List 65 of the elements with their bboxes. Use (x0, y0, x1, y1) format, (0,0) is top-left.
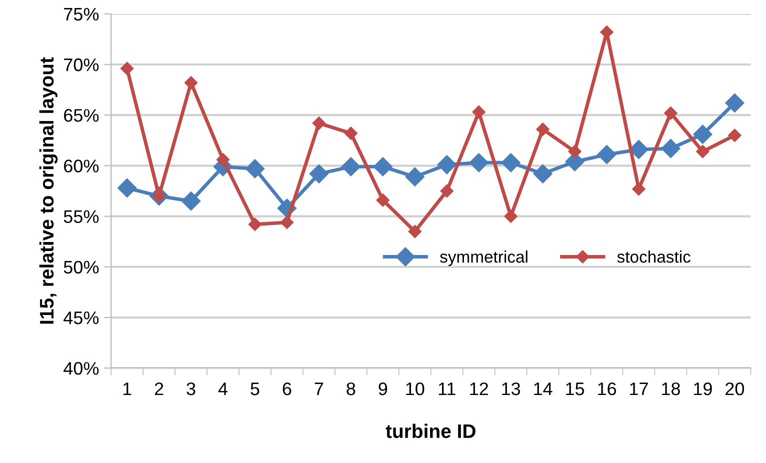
point (632, 182, 646, 196)
point (245, 159, 265, 178)
x-tick-label: 15 (566, 382, 584, 396)
point (661, 138, 680, 158)
x-tick-label: 3 (186, 382, 196, 396)
x-tick-label: 18 (662, 382, 680, 396)
y-tick-label: 70% (64, 58, 99, 72)
x-tick-label: 2 (154, 382, 164, 396)
point (696, 144, 710, 158)
x-tick-label: 16 (598, 382, 616, 396)
x-tick-label: 8 (346, 382, 356, 396)
point (248, 218, 262, 231)
y-tick-label: 55% (64, 210, 99, 224)
x-tick-label: 13 (502, 382, 520, 396)
legend-label: symmetrical (440, 250, 528, 266)
point (504, 210, 518, 223)
point (536, 122, 550, 136)
point (216, 153, 230, 166)
x-tick-label: 5 (250, 382, 260, 396)
x-tick-label: 17 (630, 382, 648, 396)
point (376, 194, 390, 207)
x-tick-label: 9 (378, 382, 388, 396)
point (568, 144, 582, 158)
y-tick-label: 50% (64, 260, 99, 274)
y-tick-label: 40% (64, 362, 99, 375)
point (373, 157, 392, 176)
point (437, 155, 456, 174)
x-tick-label: 6 (282, 382, 292, 396)
point (405, 167, 424, 186)
legend-label: stochastic (617, 250, 690, 263)
point (181, 192, 201, 211)
point (120, 62, 134, 76)
point (472, 105, 486, 119)
point (725, 93, 744, 112)
point (501, 153, 520, 172)
x-tick-label: 10 (406, 382, 424, 396)
x-tick-label: 12 (470, 382, 488, 396)
point (309, 164, 328, 184)
point (728, 128, 742, 142)
point (408, 224, 422, 238)
x-tick-label: 19 (694, 382, 712, 396)
y-tick-label: 75% (64, 8, 99, 21)
y-tick-label: 60% (64, 160, 99, 172)
point (664, 106, 678, 120)
point (344, 126, 358, 140)
point (184, 76, 198, 90)
point (341, 157, 360, 176)
point (440, 184, 454, 198)
point (597, 145, 616, 164)
point (693, 124, 712, 144)
y-axis-title: I15, relative to original layout (39, 57, 58, 324)
x-tick-label: 7 (314, 382, 324, 396)
y-tick-label: 45% (64, 312, 99, 324)
x-axis-title: turbine ID (386, 424, 476, 438)
point (469, 153, 488, 172)
x-tick-label: 11 (438, 382, 456, 396)
x-tick-label: 20 (726, 382, 744, 396)
x-tick-label: 1 (123, 382, 132, 396)
x-tick-label: 14 (534, 382, 552, 396)
point (533, 164, 552, 184)
point (280, 216, 294, 229)
x-tick-label: 4 (218, 382, 228, 396)
point (118, 178, 137, 198)
y-tick-label: 65% (64, 109, 99, 122)
point (312, 116, 326, 130)
